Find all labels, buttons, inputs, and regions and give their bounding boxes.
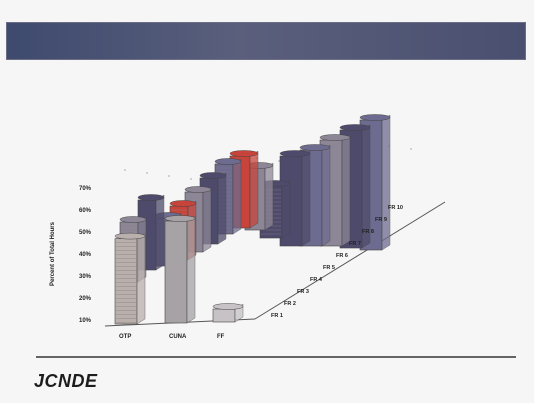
rear-column-top — [229, 150, 259, 157]
rear-column-top — [299, 144, 331, 151]
y-tick-label: 30% — [79, 274, 92, 280]
rear-column-top — [339, 124, 371, 131]
category-label: OTP — [119, 334, 131, 340]
rear-column-top — [359, 114, 391, 121]
front-column-cuna — [164, 220, 188, 324]
depth-label: FR 6 — [336, 253, 348, 259]
rear-column-top — [214, 158, 242, 165]
rear-column-top — [119, 216, 147, 223]
front-column-cuna-side — [186, 215, 196, 324]
front-column-cuna-top — [164, 215, 196, 222]
rear-column-side — [341, 134, 351, 247]
front-column-otp-top — [114, 232, 146, 240]
y-tick-label: 10% — [79, 318, 92, 324]
rear-column-side — [232, 158, 242, 235]
rear-column-side — [217, 172, 227, 245]
rear-column-side — [155, 194, 165, 271]
chart: Percent of Total Hours 10% 20% 30% 40% 50% 60%… — [50, 114, 446, 340]
depth-label: FR 3 — [297, 289, 309, 295]
rear-column-top — [199, 172, 227, 179]
front-column-otp — [114, 238, 138, 325]
y-axis-label: Percent of Total Hours — [50, 221, 56, 286]
depth-label: FR 8 — [362, 229, 374, 235]
y-tick-label: 60% — [79, 208, 92, 214]
rear-column-top — [169, 200, 197, 207]
depth-label: FR 9 — [375, 217, 387, 223]
front-column-ff — [212, 308, 236, 323]
front-column-ff-top — [212, 303, 244, 310]
rear-column-side — [281, 180, 291, 239]
grid-dot — [190, 178, 192, 180]
rear-column-top — [279, 150, 311, 157]
y-tick-label: 50% — [79, 230, 92, 236]
y-tick-label: 40% — [79, 252, 92, 258]
y-tick-label: 20% — [79, 296, 92, 302]
rear-column-side — [249, 150, 259, 229]
grid-dot — [146, 172, 148, 174]
rear-column-side — [264, 162, 274, 231]
rear-column-top — [319, 134, 351, 141]
rear-column-side — [381, 114, 391, 251]
grid-dot — [278, 160, 280, 162]
rear-column-side — [301, 150, 311, 247]
depth-label: FR 5 — [323, 265, 335, 271]
rear-column-top — [137, 194, 165, 201]
slide-title-banner — [6, 22, 526, 60]
footer-divider — [36, 356, 516, 358]
y-tick-label: 70% — [79, 186, 92, 192]
category-label: FF — [217, 334, 225, 340]
depth-label: FR 10 — [388, 205, 403, 211]
depth-label: FR 7 — [349, 241, 361, 247]
depth-label: FR 4 — [310, 277, 323, 283]
slide-title — [7, 23, 525, 59]
grid-dot — [168, 175, 170, 177]
depth-label: FR 2 — [284, 301, 296, 307]
front-column-otp-side — [136, 233, 146, 325]
footer-logo: JCNDE — [34, 371, 98, 391]
rear-column-side — [202, 186, 212, 253]
grid-dot — [124, 169, 126, 171]
rear-column-top — [184, 186, 212, 193]
depth-label: FR 1 — [271, 313, 283, 319]
depth-axis-line — [254, 201, 446, 320]
rear-column-side — [321, 144, 331, 247]
grid-dot — [410, 148, 412, 150]
category-label: CUNA — [169, 334, 187, 340]
